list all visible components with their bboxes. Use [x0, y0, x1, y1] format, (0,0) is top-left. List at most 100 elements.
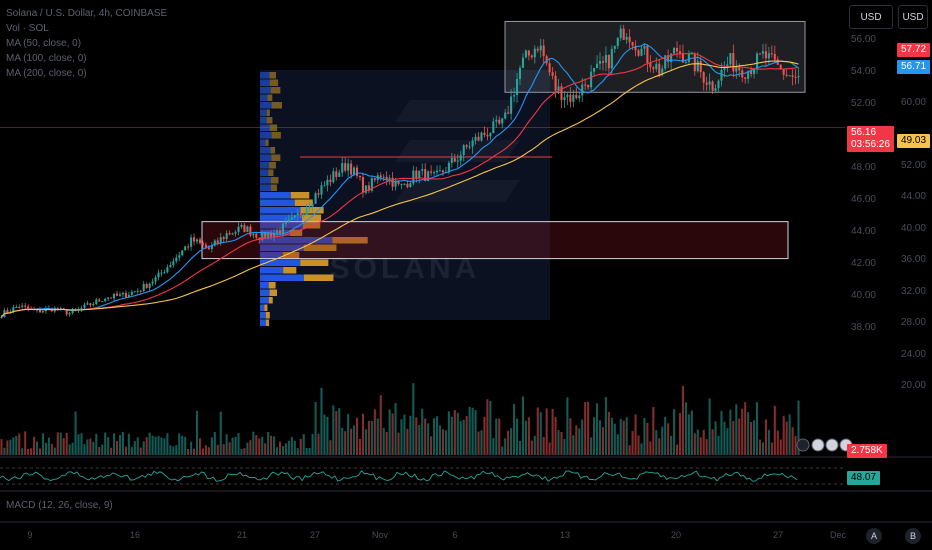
auto-scale-button[interactable]: A — [866, 528, 882, 544]
candle-body — [758, 53, 762, 55]
volume-bar — [717, 435, 720, 455]
event-flag-icon — [825, 438, 839, 452]
volume-bar — [723, 421, 726, 455]
volume-bar — [492, 438, 495, 455]
volume-bar — [193, 448, 196, 455]
profile-bar-up — [260, 297, 269, 304]
profile-bar-down — [303, 274, 334, 281]
volume-bar — [53, 447, 56, 455]
candle-body — [326, 179, 329, 186]
volume-bar — [610, 417, 613, 455]
volume-bar — [204, 445, 207, 455]
profile-bar-down — [271, 154, 281, 161]
volume-bar — [364, 429, 367, 455]
profile-bar-up — [260, 237, 333, 244]
volume-bar — [521, 396, 524, 455]
candle-body — [267, 233, 270, 239]
volume-bar — [471, 407, 474, 455]
volume-bar — [483, 416, 486, 455]
volume-bar — [711, 429, 714, 455]
candle-body — [670, 53, 673, 62]
currency-button-left[interactable]: USD — [849, 5, 893, 29]
volume-bar — [527, 417, 530, 455]
profile-bar-down — [269, 72, 276, 79]
volume-bar — [249, 440, 252, 455]
candle-body — [596, 63, 599, 69]
candle-body — [110, 297, 113, 299]
volume-bar — [468, 406, 471, 455]
legend-volume[interactable]: Vol · SOL — [6, 23, 49, 34]
log-scale-button[interactable]: B — [905, 528, 921, 544]
candle-body — [513, 95, 516, 97]
candle-body — [652, 67, 655, 70]
volume-bar — [418, 424, 421, 455]
candle-body — [101, 301, 104, 303]
candle-body — [95, 299, 98, 305]
volume-bar — [71, 442, 74, 455]
profile-bar-down — [268, 282, 276, 289]
volume-bar — [44, 442, 47, 455]
profile-bar-down — [269, 124, 278, 131]
volume-bar — [18, 433, 21, 455]
candle-body — [231, 233, 234, 235]
volume-bar — [696, 429, 699, 455]
volume-bar — [382, 427, 385, 455]
candle-body — [287, 219, 290, 222]
candle-body — [598, 61, 602, 64]
profile-bar-up — [260, 274, 304, 281]
candle-body — [353, 167, 356, 175]
volume-bar — [687, 414, 690, 455]
candle-body — [747, 70, 750, 79]
candle-body — [184, 246, 187, 251]
candle-body — [71, 310, 74, 314]
profile-bar-up — [260, 312, 266, 319]
candle-body — [178, 255, 181, 258]
legend-ma-200[interactable]: MA (200, close, 0) — [6, 68, 87, 79]
candle-body — [536, 48, 539, 51]
volume-bar — [530, 440, 533, 455]
volume-bar — [326, 417, 329, 455]
volume-bar — [3, 447, 6, 455]
candle-body — [293, 215, 296, 218]
volume-bar — [758, 439, 762, 455]
candle-body — [196, 239, 199, 242]
volume-bar — [172, 446, 175, 455]
volume-bar — [433, 418, 436, 455]
legend-ma-50[interactable]: MA (50, close, 0) — [6, 38, 82, 49]
volume-bar — [459, 421, 462, 455]
price-tick-label: 40.00 — [850, 290, 876, 301]
volume-bar — [104, 432, 107, 455]
volume-bar — [118, 435, 122, 455]
currency-button-right[interactable]: USD — [898, 5, 928, 29]
volume-bar — [350, 428, 353, 455]
candle-body — [36, 309, 39, 311]
legend-ma-100[interactable]: MA (100, close, 0) — [6, 53, 87, 64]
candle-body — [501, 118, 504, 124]
macd-label[interactable]: MACD (12, 26, close, 9) — [6, 500, 113, 511]
price-tick-label-secondary: 40.00 — [900, 222, 926, 234]
profile-bar-up — [260, 207, 301, 214]
candle-body — [797, 76, 800, 78]
candle-body — [243, 224, 246, 232]
candle-body — [510, 96, 513, 114]
profile-bar-up — [260, 79, 270, 86]
volume-bar — [320, 387, 323, 455]
candle-body — [15, 306, 18, 308]
candle-body — [364, 185, 367, 193]
volume-bar — [98, 446, 101, 455]
volume-bar — [738, 418, 741, 455]
volume-bar — [625, 417, 628, 455]
profile-bar-down — [270, 184, 277, 191]
volume-bar — [50, 443, 53, 455]
volume-bar — [456, 412, 459, 455]
candle-body — [773, 53, 776, 60]
volume-bar — [593, 417, 596, 455]
volume-bar — [438, 425, 442, 455]
time-tick-label: 20 — [670, 530, 682, 540]
candle-body — [788, 75, 791, 77]
volume-bar — [332, 405, 335, 455]
legend-symbol[interactable]: Solana / U.S. Dollar, 4h, COINBASE — [6, 8, 168, 19]
candle-body — [622, 28, 625, 40]
